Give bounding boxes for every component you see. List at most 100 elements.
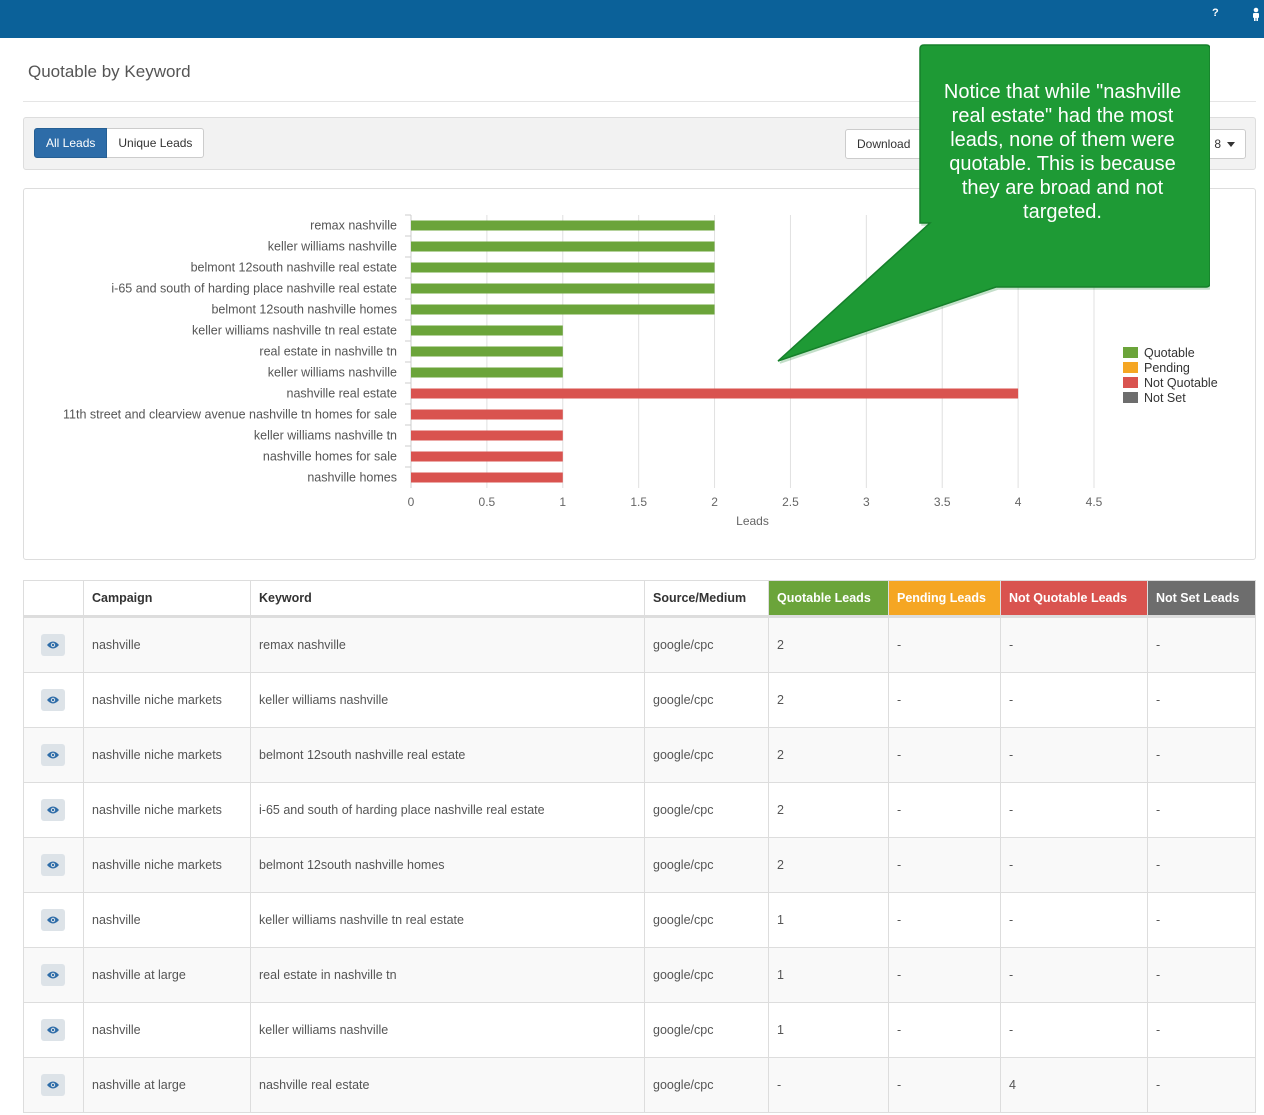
view-cell <box>23 1002 84 1058</box>
not-quotable-cell: 4 <box>1000 1057 1148 1113</box>
y-tick-label: nashville real estate <box>287 387 398 401</box>
help-icon[interactable]: ? <box>1212 7 1219 19</box>
view-cell <box>23 947 84 1003</box>
view-details-button[interactable] <box>41 1019 65 1041</box>
campaign-cell: nashville at large <box>83 947 251 1003</box>
legend-label: Not Quotable <box>1144 376 1218 390</box>
bar <box>411 241 715 252</box>
column-header-campaign[interactable]: Campaign <box>83 580 251 618</box>
eye-icon <box>47 1081 59 1089</box>
campaign-cell: nashville <box>83 892 251 948</box>
view-details-button[interactable] <box>41 689 65 711</box>
x-tick-label: 0.5 <box>479 495 496 509</box>
not-quotable-cell: - <box>1000 672 1148 728</box>
campaign-cell: nashville niche markets <box>83 782 251 838</box>
not-set-cell: - <box>1147 837 1256 893</box>
not-quotable-cell: - <box>1000 727 1148 783</box>
bar <box>411 472 563 483</box>
bar <box>411 451 563 462</box>
table-row: nashville keller williams nashville tn re… <box>23 892 1256 948</box>
x-tick-label: 4 <box>1015 495 1022 509</box>
not-set-cell: - <box>1147 616 1256 673</box>
table-row: nashville at large real estate in nashvil… <box>23 947 1256 1003</box>
bar <box>411 388 1019 399</box>
bar <box>411 367 563 378</box>
source-cell: google/cpc <box>644 947 769 1003</box>
view-details-button[interactable] <box>41 909 65 931</box>
keyword-table: Campaign Keyword Source/Medium Quotable … <box>23 580 1256 1113</box>
table-row: nashville niche markets belmont 12south n… <box>23 837 1256 893</box>
pending-cell: - <box>888 1002 1001 1058</box>
not-set-cell: - <box>1147 672 1256 728</box>
chevron-down-icon <box>1227 142 1235 148</box>
x-axis-title: Leads <box>736 514 769 528</box>
eye-icon <box>47 861 59 869</box>
column-header-actions <box>23 580 84 618</box>
column-header-keyword[interactable]: Keyword <box>250 580 645 618</box>
eye-icon <box>47 751 59 759</box>
column-header-quotable[interactable]: Quotable Leads <box>768 580 889 618</box>
y-tick-label: keller williams nashville tn real estate <box>192 324 397 338</box>
view-cell <box>23 616 84 673</box>
eye-icon <box>47 641 59 649</box>
not-set-cell: - <box>1147 782 1256 838</box>
view-cell <box>23 1057 84 1113</box>
y-tick-label: keller williams nashville tn <box>254 429 397 443</box>
y-tick-label: nashville homes <box>307 471 397 485</box>
unique-leads-button[interactable]: Unique Leads <box>107 128 205 158</box>
quotable-cell: - <box>768 1057 889 1113</box>
legend-label: Pending <box>1144 361 1190 375</box>
x-tick-label: 4.5 <box>1086 495 1103 509</box>
x-tick-label: 3 <box>863 495 870 509</box>
bar <box>411 262 715 273</box>
not-quotable-cell: - <box>1000 1002 1148 1058</box>
column-header-pending[interactable]: Pending Leads <box>888 580 1001 618</box>
source-cell: google/cpc <box>644 616 769 673</box>
legend-swatch <box>1123 362 1138 373</box>
eye-icon <box>47 971 59 979</box>
campaign-cell: nashville niche markets <box>83 837 251 893</box>
view-details-button[interactable] <box>41 634 65 656</box>
legend-label: Not Set <box>1144 391 1186 405</box>
table-row: nashville keller williams nashville google… <box>23 1002 1256 1058</box>
bar <box>411 304 715 315</box>
view-cell <box>23 892 84 948</box>
view-cell <box>23 672 84 728</box>
table-row: nashville remax nashville google/cpc 2- - - <box>23 616 1256 673</box>
quotable-cell: 1 <box>768 947 889 1003</box>
y-tick-label: keller williams nashville <box>268 240 397 254</box>
column-header-source[interactable]: Source/Medium <box>644 580 769 618</box>
callout-annotation: Notice that while "nashville real estate… <box>777 43 1210 364</box>
source-cell: google/cpc <box>644 1002 769 1058</box>
column-header-not-quotable[interactable]: Not Quotable Leads <box>1000 580 1148 618</box>
view-details-button[interactable] <box>41 854 65 876</box>
quotable-cell: 2 <box>768 837 889 893</box>
not-set-cell: - <box>1147 1057 1256 1113</box>
keyword-cell: belmont 12south nashville homes <box>250 837 645 893</box>
keyword-cell: belmont 12south nashville real estate <box>250 727 645 783</box>
keyword-cell: keller williams nashville <box>250 672 645 728</box>
not-quotable-cell: - <box>1000 892 1148 948</box>
bar <box>411 346 563 357</box>
all-leads-button[interactable]: All Leads <box>34 128 108 158</box>
y-tick-label: i-65 and south of harding place nashvill… <box>111 282 397 296</box>
view-cell <box>23 727 84 783</box>
quotable-cell: 2 <box>768 672 889 728</box>
quotable-cell: 2 <box>768 616 889 673</box>
pending-cell: - <box>888 672 1001 728</box>
bar <box>411 325 563 336</box>
quotable-cell: 2 <box>768 727 889 783</box>
view-details-button[interactable] <box>41 964 65 986</box>
pending-cell: - <box>888 837 1001 893</box>
eye-icon <box>47 696 59 704</box>
pending-cell: - <box>888 947 1001 1003</box>
not-set-cell: - <box>1147 892 1256 948</box>
view-details-button[interactable] <box>41 1074 65 1096</box>
column-header-not-set[interactable]: Not Set Leads <box>1147 580 1256 618</box>
quotable-cell: 2 <box>768 782 889 838</box>
view-details-button[interactable] <box>41 799 65 821</box>
view-details-button[interactable] <box>41 744 65 766</box>
pending-cell: - <box>888 616 1001 673</box>
user-icon[interactable] <box>1251 7 1261 24</box>
keyword-cell: nashville real estate <box>250 1057 645 1113</box>
